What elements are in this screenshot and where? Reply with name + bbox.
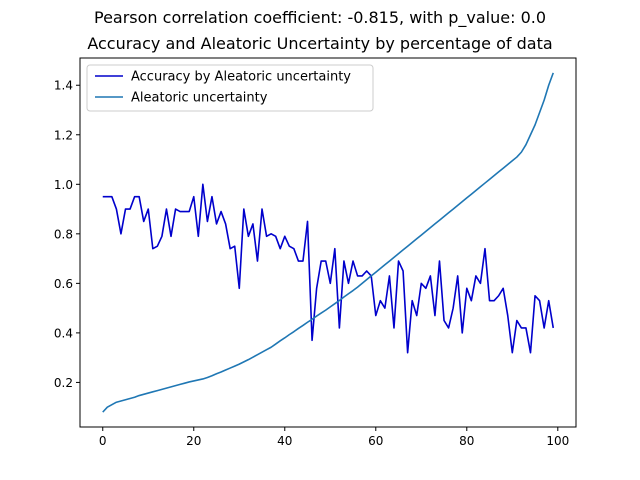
series-line-aleatoric: [102, 72, 555, 413]
x-tick-label: 80: [459, 434, 474, 448]
x-axis: 0 20 40 60 80 100: [99, 427, 569, 448]
x-tick-label: 40: [277, 434, 292, 448]
legend: Accuracy by Aleatoric uncertainty Aleato…: [86, 64, 374, 112]
legend-label-accuracy: Accuracy by Aleatoric uncertainty: [131, 70, 351, 85]
y-tick-label: 0.4: [54, 326, 73, 340]
chart-title: Accuracy and Aleatoric Uncertainty by pe…: [87, 34, 553, 53]
y-tick-label: 0.2: [54, 376, 73, 390]
y-axis: 0.2 0.4 0.6 0.8 1.0 1.2 1.4: [54, 79, 80, 390]
y-tick-label: 1.2: [54, 128, 73, 142]
x-tick-label: 60: [368, 434, 383, 448]
x-tick-label: 100: [546, 434, 569, 448]
x-tick-label: 20: [186, 434, 201, 448]
y-tick-label: 0.8: [54, 227, 73, 241]
y-tick-label: 1.4: [54, 79, 73, 93]
legend-label-aleatoric: Aleatoric uncertainty: [131, 91, 268, 106]
y-tick-label: 0.6: [54, 277, 73, 291]
series-line-accuracy: [102, 183, 555, 354]
legend-box: [86, 64, 374, 112]
plot-lines: [102, 72, 555, 413]
suptitle: Pearson correlation coefficient: -0.815,…: [93, 8, 547, 27]
axes-frame: [79, 57, 577, 428]
y-tick-label: 1.0: [54, 178, 73, 192]
x-tick-label: 0: [99, 434, 107, 448]
